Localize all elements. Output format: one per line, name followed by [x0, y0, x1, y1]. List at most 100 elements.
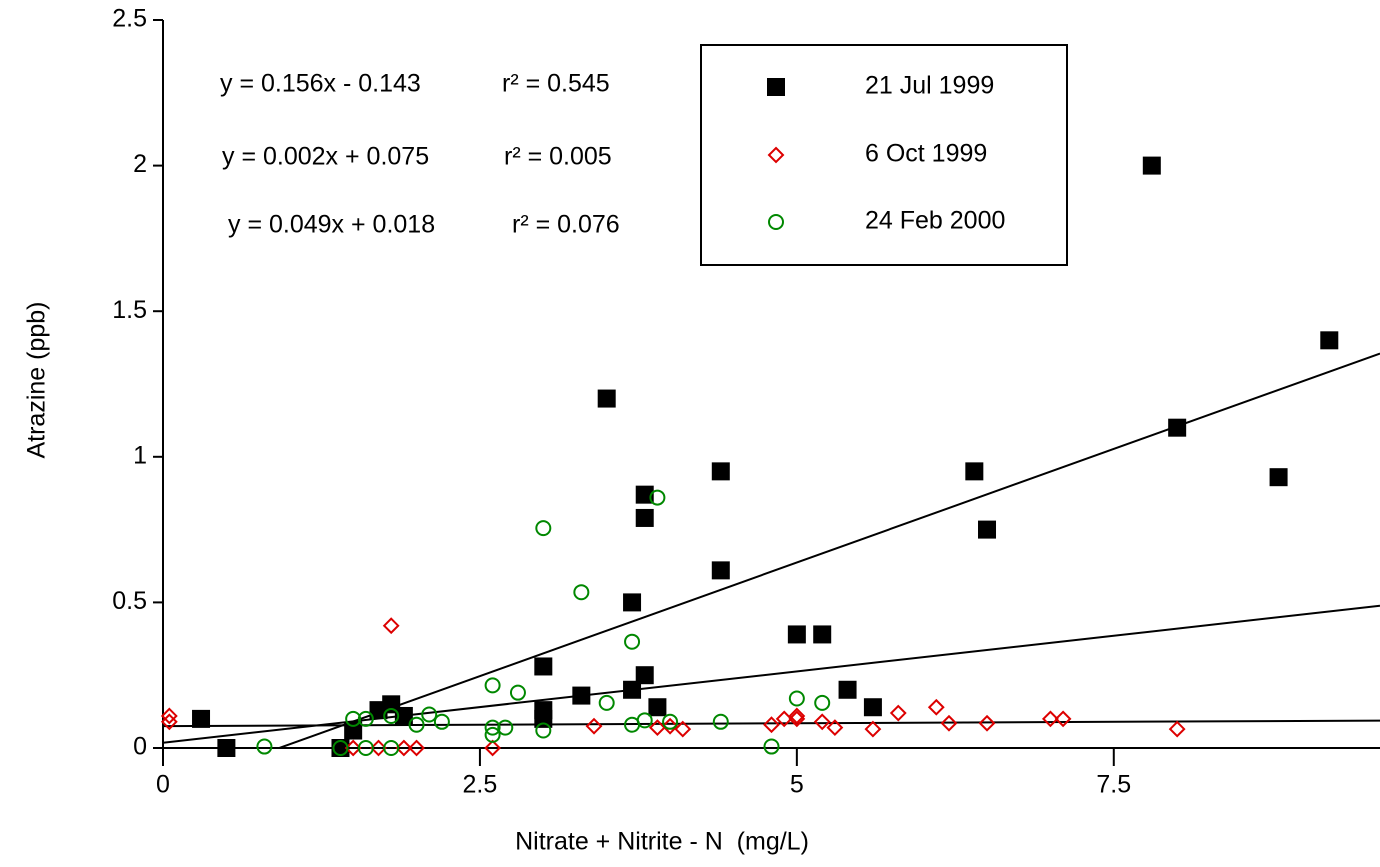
marker-diamond — [408, 739, 425, 757]
marker-diamond — [775, 710, 793, 728]
fit-equation: y = 0.002x + 0.075 — [222, 143, 429, 171]
y-tick-label: 1 — [133, 441, 147, 469]
marker-diamond — [395, 739, 413, 757]
marker-square — [863, 698, 882, 717]
marker-circle — [814, 694, 831, 711]
marker-diamond — [1041, 710, 1059, 728]
marker-circle — [484, 677, 501, 694]
marker-diamond — [927, 698, 945, 716]
x-tick-label: 7.5 — [1096, 771, 1131, 799]
y-tick-label: 0 — [133, 733, 147, 761]
marker-diamond — [889, 704, 907, 722]
marker-square — [635, 508, 654, 527]
marker-circle — [788, 690, 805, 707]
legend-marker — [767, 78, 785, 96]
marker-circle — [421, 706, 438, 723]
marker-square — [534, 657, 553, 676]
marker-square — [813, 625, 832, 644]
marker-circle — [763, 738, 780, 755]
marker-diamond — [484, 739, 502, 757]
fit-line — [163, 604, 1380, 744]
marker-square — [1269, 468, 1288, 487]
marker-square — [965, 462, 984, 481]
marker-circle — [345, 710, 362, 727]
marker-circle — [535, 520, 552, 537]
marker-square — [1320, 331, 1339, 350]
marker-square — [648, 698, 667, 717]
marker-diamond — [826, 719, 844, 737]
y-tick-label: 2.5 — [112, 5, 147, 33]
marker-diamond — [1168, 720, 1186, 738]
marker-circle — [357, 740, 374, 756]
marker-circle — [509, 684, 526, 701]
marker-diamond — [648, 719, 666, 737]
marker-square — [534, 709, 553, 728]
y-axis-label: Atrazine (ppb) — [23, 301, 51, 458]
marker-diamond — [940, 714, 958, 732]
marker-square — [711, 462, 730, 481]
x-tick-label: 0 — [156, 771, 170, 799]
y-tick-label: 0.5 — [112, 587, 147, 615]
marker-diamond — [382, 617, 400, 635]
marker-diamond — [1054, 710, 1072, 728]
marker-square — [711, 561, 730, 580]
legend-label: 24 Feb 2000 — [865, 207, 1005, 235]
marker-square — [978, 520, 997, 539]
marker-diamond — [864, 720, 882, 738]
marker-circle — [573, 584, 590, 601]
marker-square — [394, 706, 413, 725]
marker-circle — [535, 722, 552, 739]
y-tick-label: 1.5 — [112, 296, 147, 324]
fit-equation: y = 0.049x + 0.018 — [228, 211, 435, 239]
marker-circle — [383, 740, 400, 756]
marker-diamond — [978, 714, 996, 732]
legend-marker — [767, 146, 785, 164]
marker-square — [217, 739, 236, 757]
marker-diamond — [661, 717, 679, 735]
marker-diamond — [763, 716, 780, 734]
marker-diamond — [160, 713, 178, 731]
marker-square — [623, 593, 642, 612]
x-tick-label: 2.5 — [463, 771, 498, 799]
marker-square — [623, 680, 642, 699]
marker-diamond — [813, 713, 831, 731]
marker-circle — [636, 712, 653, 729]
marker-square — [572, 686, 591, 705]
marker-diamond — [674, 720, 692, 738]
marker-diamond — [370, 739, 387, 757]
series-points — [160, 617, 1186, 757]
marker-circle — [649, 489, 666, 506]
legend-marker — [768, 214, 784, 230]
marker-circle — [484, 726, 501, 743]
marker-diamond — [160, 707, 178, 725]
marker-circle — [383, 707, 400, 724]
marker-circle — [484, 719, 501, 736]
marker-circle — [497, 719, 514, 736]
marker-circle — [712, 713, 729, 730]
marker-circle — [408, 716, 425, 733]
marker-circle — [332, 740, 349, 756]
marker-square — [192, 709, 211, 728]
legend-label: 6 Oct 1999 — [865, 140, 987, 168]
y-tick-label: 2 — [133, 150, 147, 178]
marker-square — [1142, 156, 1161, 175]
marker-diamond — [344, 739, 362, 757]
series-points — [256, 489, 831, 756]
marker-diamond — [788, 707, 806, 725]
series-points — [192, 156, 1339, 757]
marker-circle — [256, 738, 273, 755]
marker-diamond — [788, 710, 806, 728]
x-axis-label: Nitrate + Nitrite - N (mg/L) — [515, 828, 809, 856]
marker-circle — [598, 694, 615, 711]
legend-label: 21 Jul 1999 — [865, 72, 994, 100]
marker-square — [787, 625, 806, 644]
legend-box — [700, 44, 1068, 266]
marker-circle — [662, 713, 679, 730]
x-tick-label: 5 — [790, 771, 804, 799]
marker-square — [635, 485, 654, 504]
marker-circle — [624, 633, 641, 650]
fit-equation: y = 0.156x - 0.143 — [220, 70, 421, 98]
marker-circle — [357, 710, 374, 727]
